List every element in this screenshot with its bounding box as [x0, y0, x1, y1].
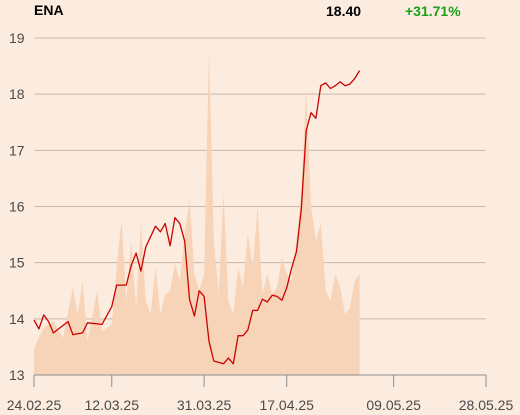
price-line — [33, 70, 361, 365]
price-change: +31.71% — [405, 3, 461, 19]
volume-area — [34, 48, 360, 375]
x-tick-label: 24.02.25 — [7, 397, 62, 413]
x-tick-label: 12.03.25 — [85, 397, 140, 413]
last-price: 18.40 — [326, 3, 362, 19]
x-tick-label: 09.05.25 — [366, 397, 421, 413]
chart-header: ENA 18.40 +31.71% — [0, 0, 520, 22]
x-tick-label: 17.04.25 — [259, 397, 314, 413]
x-tick-label: 31.03.25 — [177, 397, 232, 413]
y-tick-label: 14 — [9, 311, 25, 327]
x-tick-label: 28.05.25 — [459, 397, 514, 413]
volume-series-area — [34, 48, 360, 375]
y-tick-label: 18 — [9, 86, 25, 102]
price-series-line — [33, 70, 361, 365]
y-tick-label: 17 — [9, 142, 25, 158]
y-tick-label: 19 — [9, 30, 25, 46]
y-tick-label: 13 — [9, 367, 25, 383]
y-tick-label: 15 — [9, 255, 25, 271]
y-tick-label: 16 — [9, 199, 25, 215]
ticker-symbol: ENA — [34, 2, 64, 18]
axes: 13 14 15 16 17 18 19 24.02.25 12.03.25 31.03.25 17… — [7, 30, 514, 413]
